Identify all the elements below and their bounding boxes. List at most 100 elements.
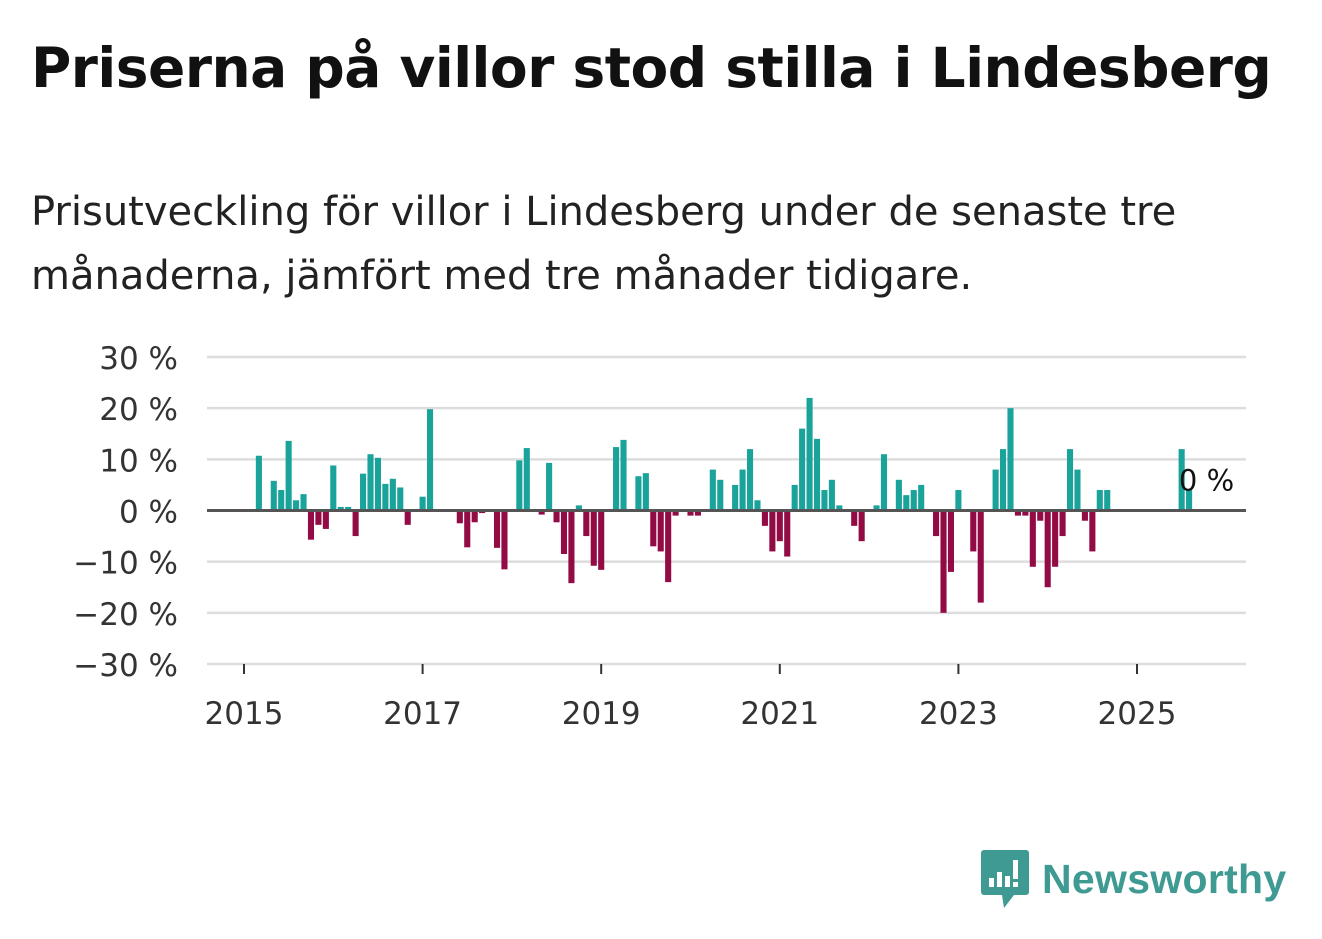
chart-title: Priserna på villor stod stilla i Lindesb… [31,36,1272,100]
data-bar [754,500,761,511]
data-bar [620,439,627,511]
data-bar [895,479,902,511]
data-bar [851,510,858,526]
data-bar [650,510,657,547]
data-bar [821,490,828,511]
data-bar [970,510,977,552]
data-bar [345,506,352,511]
data-bar [1089,510,1096,552]
newsworthy-logo-icon [981,850,1029,908]
y-tick-label: −20 % [73,597,178,633]
data-bar [1104,490,1111,511]
data-bar [307,510,315,540]
data-bar [360,473,367,511]
axis-labels: 30 % 20 % 10 % 0 % −10 % −20 % −30 % 2015 2017 20… [73,341,1234,732]
data-bar [397,487,404,511]
data-bar [456,510,463,524]
data-bar [791,484,798,511]
data-bar [806,397,813,511]
data-bar [575,505,582,511]
data-bar [293,500,300,511]
data-bar [300,494,307,511]
data-bar [642,473,649,511]
data-bar [389,478,396,511]
data-bar [367,454,374,511]
data-bar [1037,510,1044,521]
x-tick-label: 2019 [562,696,641,732]
x-tick-label: 2021 [740,696,819,732]
data-bar [717,479,724,511]
data-bar [761,510,768,526]
data-bar [315,510,322,525]
data-bar [836,505,843,511]
data-bar [672,510,679,516]
last-value-label: 0 % [1179,464,1234,498]
bars [255,397,1193,613]
data-bar [665,510,672,583]
data-bar [635,476,642,511]
data-bar [910,490,917,511]
data-bar [739,469,746,511]
newsworthy-logo: Newsworthy [980,848,1287,910]
data-bar [270,480,277,511]
data-bar [426,409,434,511]
data-bar [1000,449,1007,511]
data-bar [1014,510,1021,516]
data-bar [947,510,955,572]
y-tick-label: −10 % [73,546,178,582]
data-bar [1059,510,1066,537]
data-bar [709,469,716,511]
data-bar [977,510,984,603]
data-bar [1074,469,1081,511]
data-bar [918,484,925,511]
data-bar [464,510,471,548]
data-bar [337,506,344,511]
data-bar [553,510,560,523]
data-bar [657,510,664,552]
data-bar [471,510,478,523]
data-bar [583,510,590,537]
chart-subtitle: Prisutveckling för villor i Lindesberg u… [31,189,1177,299]
data-bar [278,490,285,511]
data-bar [1022,510,1029,516]
data-bar [419,496,426,511]
data-bar [546,462,553,511]
data-bar [799,428,806,511]
data-bar [940,510,947,613]
data-bar [992,469,999,511]
newsworthy-logo-text: Newsworthy [1042,855,1287,902]
data-bar [523,448,530,511]
data-bar [285,440,292,511]
data-bar [598,510,605,570]
data-bar [694,510,701,516]
data-bar [1096,490,1103,511]
y-tick-label: −30 % [73,648,178,684]
data-bar [1044,510,1051,588]
x-tick-label: 2015 [205,696,284,732]
data-bar [784,510,791,557]
data-bar [1178,449,1185,511]
data-bar [560,510,568,554]
data-bar [1186,490,1193,511]
data-bar [746,449,754,511]
data-bar [322,510,329,529]
data-bar [776,510,783,542]
data-bar [1029,510,1036,567]
y-tick-label: 0 % [119,495,178,531]
data-bar [828,479,835,511]
data-bar [873,505,880,511]
data-bar [1081,510,1088,521]
y-tick-label: 30 % [99,341,178,377]
data-bar [1007,408,1014,511]
data-bar [255,455,262,511]
data-bar [955,490,962,511]
data-bar [568,510,575,584]
data-bar [501,510,508,570]
x-tick-label: 2023 [919,696,998,732]
data-bar [769,510,776,552]
data-bar [590,510,597,566]
x-tick-label: 2025 [1098,696,1177,732]
data-bar [1066,449,1074,511]
x-tick-label: 2017 [383,696,462,732]
data-bar [516,460,523,511]
